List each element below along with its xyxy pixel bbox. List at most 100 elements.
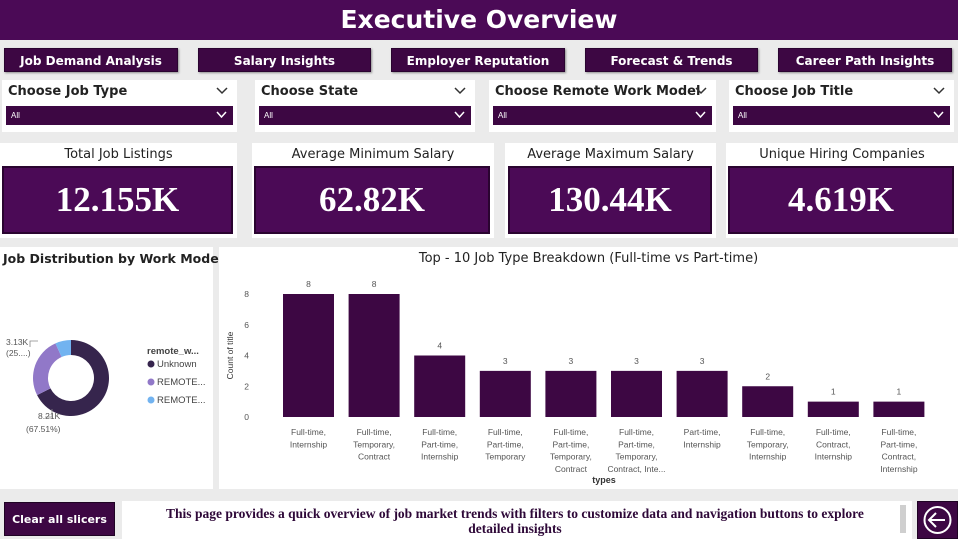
x-tick-label: Part-time, <box>487 439 524 449</box>
y-tick-label: 0 <box>244 412 249 422</box>
bar[interactable] <box>545 370 597 417</box>
x-tick-label: Internship <box>421 452 459 462</box>
x-tick-label: Internship <box>749 452 787 462</box>
donut-chart: 3.13K(25....) 8.21K (67.51%) remote_w... Unk… <box>6 337 206 434</box>
bar-data-label: 2 <box>765 371 770 381</box>
job-title-dropdown[interactable]: All <box>733 106 950 125</box>
legend-marker <box>147 378 155 386</box>
legend-title: remote_w... <box>147 346 199 357</box>
legend-label: REMOTE... <box>157 377 206 388</box>
x-tick-label: Temporary <box>485 452 526 462</box>
chevron-down-icon[interactable] <box>215 84 229 98</box>
x-axis-label: types <box>592 475 616 485</box>
description-text: This page provides a quick overview of j… <box>166 506 864 536</box>
legend-label: Unknown <box>157 359 197 370</box>
kpi-title: Average Minimum Salary <box>291 147 455 162</box>
slicer-state: Choose State All <box>255 80 475 132</box>
x-tick-label: Part-time, <box>880 439 917 449</box>
legend-marker <box>147 396 155 404</box>
bar-data-label: 1 <box>831 387 836 397</box>
x-tick-label: Full-time, <box>816 427 851 437</box>
bar[interactable] <box>611 370 662 417</box>
bar-data-label: 4 <box>437 341 442 351</box>
bar-chart-panel: Top - 10 Job Type Breakdown (Full-time v… <box>219 247 958 489</box>
leader-line <box>45 409 53 418</box>
slice-label: (25....) <box>6 348 31 358</box>
bar-data-label: 3 <box>503 356 508 366</box>
y-axis-label: Count of title <box>225 331 235 379</box>
nav-button-salary-insights[interactable]: Salary Insights <box>198 48 371 72</box>
kpi-title: Total Job Listings <box>64 147 173 162</box>
remote-work-model-dropdown[interactable]: All <box>493 106 712 125</box>
legend-label: REMOTE... <box>157 395 206 406</box>
dropdown-value: All <box>738 111 747 120</box>
x-tick-label: Full-time, <box>291 427 326 437</box>
back-button[interactable] <box>917 501 958 539</box>
kpi-value: 130.44K <box>508 166 712 234</box>
bar-data-label: 8 <box>372 279 377 289</box>
x-tick-label: Contract, <box>882 452 917 462</box>
donut-slice[interactable] <box>55 340 71 358</box>
scrollbar[interactable] <box>900 505 906 533</box>
x-tick-label: Full-time, <box>619 427 654 437</box>
legend-marker <box>147 360 155 368</box>
bar-data-label: 3 <box>700 356 705 366</box>
clear-all-slicers-button[interactable]: Clear all slicers <box>4 502 115 536</box>
bar[interactable] <box>414 355 466 418</box>
x-tick-label: Contract <box>358 452 391 462</box>
slice-label: 3.13K <box>6 337 29 347</box>
chevron-down-icon <box>454 111 465 119</box>
x-tick-label: Contract, Inte... <box>607 464 665 474</box>
job-type-dropdown[interactable]: All <box>6 106 233 125</box>
kpi-value: 12.155K <box>2 166 233 234</box>
kpi-total-job-listings: Total Job Listings 12.155K <box>0 143 237 238</box>
bar-data-label: 1 <box>897 387 902 397</box>
slice-label: 8.21K <box>38 411 61 421</box>
kpi-title: Average Maximum Salary <box>527 147 694 162</box>
chart-title: Top - 10 Job Type Breakdown (Full-time v… <box>418 251 759 266</box>
x-tick-label: Full-time, <box>881 427 916 437</box>
y-tick-label: 8 <box>244 289 249 299</box>
state-dropdown[interactable]: All <box>259 106 471 125</box>
page-title: Executive Overview <box>0 0 958 40</box>
bar[interactable] <box>873 401 925 417</box>
x-tick-label: Full-time, <box>750 427 785 437</box>
bar-chart: 0 2 4 6 8 Count of title 8 Full-time, Internship… <box>225 279 925 485</box>
nav-button-employer-reputation[interactable]: Employer Reputation <box>391 48 565 72</box>
y-tick-label: 2 <box>244 381 249 391</box>
chevron-down-icon[interactable] <box>932 84 946 98</box>
slicer-job-title: Choose Job Title All <box>729 80 954 132</box>
chevron-down-icon[interactable] <box>453 84 467 98</box>
nav-button-job-demand-analysis[interactable]: Job Demand Analysis <box>4 48 178 72</box>
bar[interactable] <box>742 386 794 417</box>
x-tick-label: Part-time, <box>684 427 721 437</box>
bar-data-label: 3 <box>569 356 574 366</box>
y-tick-label: 6 <box>244 320 249 330</box>
chevron-down-icon <box>216 111 227 119</box>
x-tick-label: Full-time, <box>357 427 392 437</box>
kpi-value: 62.82K <box>254 166 490 234</box>
chevron-down-icon <box>695 111 706 119</box>
slicer-job-type: Choose Job Type All <box>2 80 237 132</box>
x-tick-label: Contract, <box>816 439 851 449</box>
bar[interactable] <box>676 370 728 417</box>
donut-slice[interactable] <box>37 340 109 416</box>
back-arrow-icon <box>923 506 952 534</box>
chevron-down-icon <box>933 111 944 119</box>
bar[interactable] <box>283 294 334 417</box>
kpi-average-minimum-salary: Average Minimum Salary 62.82K <box>252 143 494 238</box>
chevron-down-icon[interactable] <box>694 84 708 98</box>
nav-button-career-path-insights[interactable]: Career Path Insights <box>778 48 952 72</box>
slicer-title: Choose Job Type <box>8 84 128 99</box>
bar[interactable] <box>807 401 859 417</box>
x-tick-label: Full-time, <box>553 427 588 437</box>
x-tick-label: Contract <box>555 464 588 474</box>
slicer-title: Choose State <box>261 84 359 99</box>
x-tick-label: Part-time, <box>421 439 458 449</box>
nav-button-forecast-trends[interactable]: Forecast & Trends <box>585 48 758 72</box>
kpi-title: Unique Hiring Companies <box>759 147 925 162</box>
bar[interactable] <box>348 294 400 417</box>
bar-data-label: 8 <box>306 279 311 289</box>
donut-slice[interactable] <box>32 343 62 396</box>
bar[interactable] <box>479 370 531 417</box>
